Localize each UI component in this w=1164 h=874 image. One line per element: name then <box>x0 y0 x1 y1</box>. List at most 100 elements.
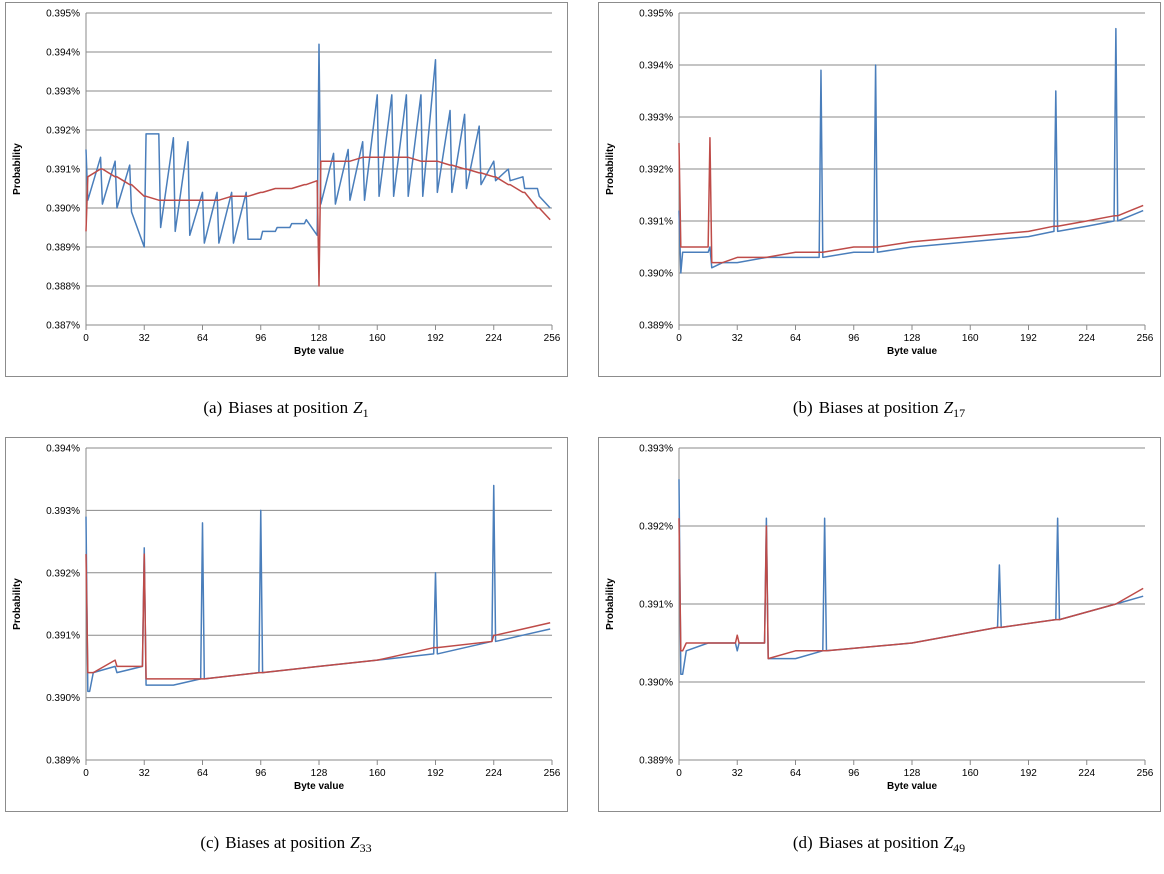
panel-frame <box>5 2 568 377</box>
x-tick-label: 0 <box>83 333 89 344</box>
caption: (d) Biases at position Z49 <box>793 833 965 855</box>
x-tick-label: 160 <box>962 333 979 344</box>
x-tick-label: 128 <box>904 333 921 344</box>
y-tick-label: 0.394% <box>639 61 673 72</box>
y-axis-label: Probability <box>12 143 23 195</box>
x-tick-label: 256 <box>1137 768 1154 779</box>
x-tick-label: 0 <box>83 768 89 779</box>
caption-text: Biases at position <box>225 833 345 852</box>
caption-label: (b) <box>793 398 813 417</box>
y-tick-label: 0.389% <box>46 756 80 767</box>
y-tick-label: 0.393% <box>46 506 80 517</box>
caption-text: Biases at position <box>228 398 348 417</box>
caption: (b) Biases at position Z17 <box>793 398 965 420</box>
caption: (a) Biases at position Z1 <box>203 398 368 420</box>
x-tick-label: 128 <box>904 768 921 779</box>
y-axis-label: Probability <box>605 578 616 630</box>
y-tick-label: 0.390% <box>46 204 80 215</box>
data-line <box>85 156 551 287</box>
y-tick-label: 0.391% <box>639 217 673 228</box>
y-tick-label: 0.393% <box>46 87 80 98</box>
caption-text: Biases at position <box>819 833 939 852</box>
caption: (c) Biases at position Z33 <box>200 833 371 855</box>
x-tick-label: 32 <box>139 768 151 779</box>
x-tick-label: 160 <box>962 768 979 779</box>
x-tick-label: 64 <box>790 768 802 779</box>
x-tick-label: 32 <box>732 768 744 779</box>
y-axis-label: Probability <box>12 578 23 630</box>
data-line <box>678 27 1144 274</box>
x-axis-label: Byte value <box>887 781 937 792</box>
x-tick-label: 192 <box>1020 768 1037 779</box>
y-tick-label: 0.388% <box>46 282 80 293</box>
caption-label: (a) <box>203 398 222 417</box>
y-tick-label: 0.394% <box>46 48 80 59</box>
y-tick-label: 0.389% <box>639 321 673 332</box>
y-tick-label: 0.392% <box>46 568 80 579</box>
x-tick-label: 96 <box>255 333 267 344</box>
x-tick-label: 96 <box>848 333 860 344</box>
panel-frame <box>598 2 1161 377</box>
caption-symbol: Z <box>944 833 954 852</box>
x-tick-label: 256 <box>544 768 561 779</box>
data-line <box>85 43 551 248</box>
y-tick-label: 0.390% <box>46 693 80 704</box>
y-tick-label: 0.395% <box>46 9 80 20</box>
x-tick-label: 256 <box>544 333 561 344</box>
caption-text: Biases at position <box>819 398 939 417</box>
y-tick-label: 0.392% <box>46 126 80 137</box>
x-axis-label: Byte value <box>887 346 937 357</box>
x-axis-label: Byte value <box>294 781 344 792</box>
y-tick-label: 0.392% <box>639 522 673 533</box>
x-axis-label: Byte value <box>294 346 344 357</box>
x-tick-label: 96 <box>848 768 860 779</box>
caption-subscript: 17 <box>953 406 965 420</box>
x-tick-label: 192 <box>427 768 444 779</box>
data-line <box>678 518 1144 660</box>
panel-frame <box>5 437 568 812</box>
caption-symbol: Z <box>944 398 954 417</box>
x-tick-label: 224 <box>1078 768 1095 779</box>
x-tick-label: 64 <box>197 768 209 779</box>
caption-label: (d) <box>793 833 813 852</box>
y-tick-label: 0.391% <box>46 165 80 176</box>
x-tick-label: 224 <box>485 768 502 779</box>
chart-panel: 0.387% 0.388% 0.389% 0.390% 0.391% 0.392% 0.39… <box>5 2 568 420</box>
x-tick-label: 224 <box>485 333 502 344</box>
y-tick-label: 0.390% <box>639 678 673 689</box>
x-tick-label: 192 <box>427 333 444 344</box>
panel-frame <box>598 437 1161 812</box>
chart-panel: 0.389% 0.390% 0.391% 0.392% 0.393% 0 32 64 96 128… <box>598 437 1161 855</box>
data-line <box>85 553 551 680</box>
x-tick-label: 224 <box>1078 333 1095 344</box>
y-tick-label: 0.392% <box>639 165 673 176</box>
x-tick-label: 128 <box>311 768 328 779</box>
caption-subscript: 33 <box>360 841 372 855</box>
caption-label: (c) <box>200 833 219 852</box>
x-tick-label: 96 <box>255 768 267 779</box>
x-tick-label: 128 <box>311 333 328 344</box>
x-tick-label: 0 <box>676 768 682 779</box>
y-tick-label: 0.389% <box>46 243 80 254</box>
x-tick-label: 32 <box>139 333 151 344</box>
data-line <box>678 479 1144 675</box>
chart-panel: 0.389% 0.390% 0.391% 0.392% 0.393% 0.394% 0 32 6… <box>5 437 568 855</box>
x-tick-label: 160 <box>369 768 386 779</box>
y-tick-label: 0.395% <box>639 9 673 20</box>
caption-subscript: 1 <box>363 406 369 420</box>
data-line <box>678 137 1144 264</box>
x-tick-label: 64 <box>197 333 209 344</box>
chart-panel: 0.389% 0.390% 0.391% 0.392% 0.393% 0.394% 0.39… <box>598 2 1161 420</box>
y-tick-label: 0.387% <box>46 321 80 332</box>
caption-symbol: Z <box>353 398 363 417</box>
y-tick-label: 0.391% <box>46 631 80 642</box>
x-tick-label: 192 <box>1020 333 1037 344</box>
caption-symbol: Z <box>350 833 360 852</box>
x-tick-label: 256 <box>1137 333 1154 344</box>
caption-subscript: 49 <box>953 841 965 855</box>
y-tick-label: 0.391% <box>639 600 673 611</box>
y-tick-label: 0.393% <box>639 113 673 124</box>
y-axis-label: Probability <box>605 143 616 195</box>
